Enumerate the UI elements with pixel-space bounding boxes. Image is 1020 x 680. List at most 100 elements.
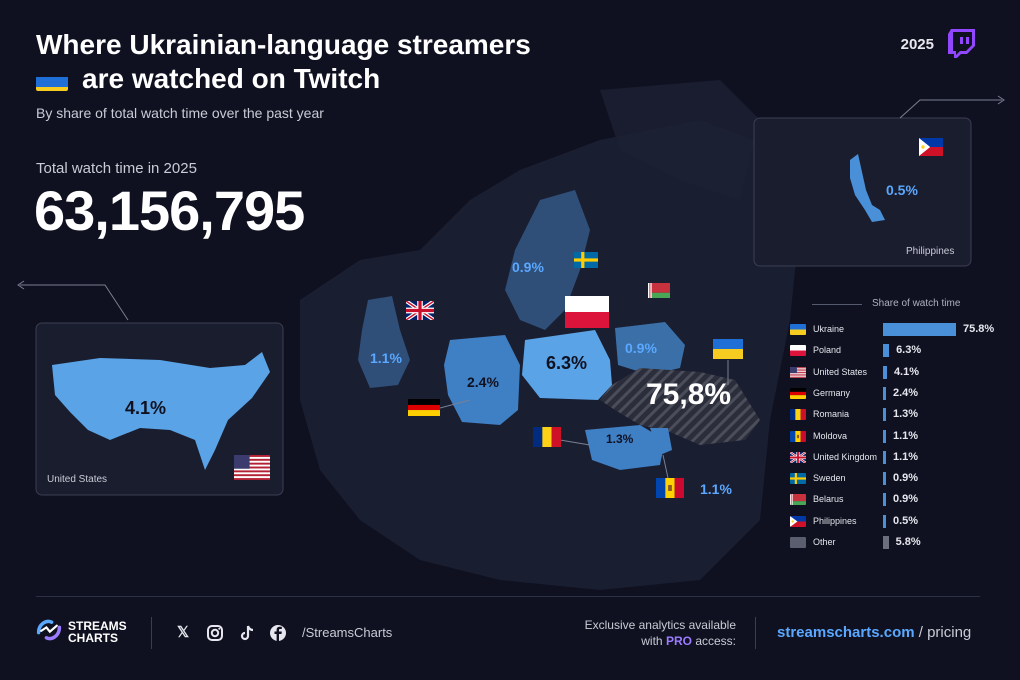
us-inset-label: United States (47, 474, 108, 485)
instagram-icon[interactable] (206, 624, 224, 642)
flag-de-icon (790, 387, 806, 399)
brand-line-2: CHARTS (68, 631, 118, 645)
flag-germany-icon (408, 399, 440, 416)
label-ukraine: 75,8% (646, 378, 732, 411)
legend-country-name: United Kingdom (813, 451, 878, 462)
flag-belarus-icon (648, 283, 670, 298)
flag-united-states-icon (234, 455, 270, 480)
flag-united-kingdom-icon (406, 301, 434, 320)
us-connector (20, 284, 129, 321)
flag-gb-icon (790, 451, 806, 463)
legend-country-name: Philippines (813, 515, 857, 526)
legend-country-name: Poland (813, 345, 842, 356)
bar-md (883, 429, 886, 443)
title-line-2: are watched on Twitch (82, 63, 381, 94)
country-poland (522, 330, 612, 400)
label-united-kingdom: 1.1% (370, 350, 402, 366)
pricing-link[interactable]: streamscharts.com / pricing (777, 624, 971, 641)
flag-ukraine-icon (713, 339, 743, 359)
bar-ua (883, 323, 956, 336)
promo-line-1: Exclusive analytics available (584, 618, 736, 632)
bar-ro (883, 408, 886, 422)
leader-germany (439, 399, 471, 409)
title-line-1: Where Ukrainian-language streamers (36, 29, 531, 60)
legend-row: Germany 2.4% (790, 386, 1000, 402)
flag-by-icon (790, 494, 806, 506)
legend-country-name: Romania (813, 409, 850, 420)
bar-value-label: 1.1% (893, 429, 919, 442)
country-moldova (650, 428, 672, 455)
subtitle: By share of total watch time over the pa… (36, 105, 324, 121)
legend-country-name: Sweden (813, 473, 846, 484)
country-germany (444, 335, 520, 425)
tiktok-icon[interactable] (238, 624, 256, 642)
page-title: Where Ukrainian-language streamers are w… (36, 28, 596, 96)
flag-sweden-icon (574, 252, 598, 268)
footer-divider (36, 596, 980, 597)
country-belarus (615, 322, 685, 375)
bar-gb (883, 450, 886, 464)
flag-ro-icon (790, 409, 806, 421)
legend-country-name: Belarus (813, 494, 844, 505)
bar-value-label: 6.3% (896, 344, 922, 357)
social-handle[interactable]: /StreamsCharts (302, 625, 393, 640)
flag-pl-icon (790, 345, 806, 357)
label-united-states: 4.1% (125, 398, 167, 418)
bar-de (883, 386, 886, 400)
bar-value-label: 0.9% (893, 493, 919, 506)
bar-value-label: 1.3% (893, 408, 919, 421)
legend-row: Moldova 1.1% (790, 429, 1000, 445)
x-icon[interactable]: 𝕏 (176, 624, 190, 641)
flag-other-icon (790, 537, 806, 548)
leader-romania (559, 439, 591, 446)
legend-row: Romania 1.3% (790, 407, 1000, 423)
bar-value-label: 0.5% (893, 514, 919, 527)
brand-name[interactable]: STREAMS CHARTS (68, 620, 127, 644)
flag-ua-icon (790, 324, 806, 335)
ph-inset-label: Philippines (906, 246, 955, 257)
country-united-states (52, 352, 270, 470)
streamscharts-logo-icon (36, 619, 62, 641)
site-suffix: / pricing (918, 624, 972, 641)
flag-moldova-icon (656, 478, 684, 498)
legend-country-name: Germany (813, 387, 851, 398)
brand-line-1: STREAMS (68, 619, 127, 633)
chart-title: Share of watch time (872, 298, 961, 309)
label-moldova: 1.1% (700, 481, 732, 497)
legend-row: United States 4.1% (790, 365, 1000, 381)
bar-ph (883, 514, 886, 528)
legend-country-name: Other (813, 537, 836, 547)
bar-value-label: 4.1% (893, 365, 920, 378)
bar-other (883, 536, 889, 549)
legend-row: Philippines 0.5% (790, 514, 1000, 530)
country-romania (585, 425, 665, 470)
land-mass-east (600, 80, 760, 200)
leader-moldova (662, 454, 669, 479)
legend-row: Sweden 0.9% (790, 471, 1000, 487)
ukraine-flag-icon (36, 71, 68, 91)
ph-connector-arrow (997, 95, 1005, 105)
promo-with: with (641, 634, 663, 648)
site-domain: streamscharts.com (777, 624, 915, 641)
legend-row: Belarus 0.9% (790, 492, 1000, 508)
facebook-icon[interactable] (269, 624, 287, 642)
flag-romania-icon (533, 427, 561, 447)
legend-row: Poland 6.3% (790, 343, 1000, 359)
footer-separator (151, 617, 152, 649)
label-philippines: 0.5% (886, 182, 918, 198)
bar-se (883, 472, 886, 486)
promo-text: Exclusive analytics available with PRO a… (560, 617, 736, 649)
legend-divider (812, 304, 862, 305)
footer-separator-2 (755, 617, 756, 649)
bar-pl (883, 344, 890, 358)
flag-md-icon (790, 430, 806, 442)
pro-badge: PRO (665, 634, 692, 648)
year-label: 2025 (900, 36, 934, 53)
label-belarus: 0.9% (625, 340, 657, 356)
label-romania: 1.3% (606, 432, 634, 446)
flag-se-icon (790, 473, 806, 485)
country-ukraine (600, 368, 760, 445)
